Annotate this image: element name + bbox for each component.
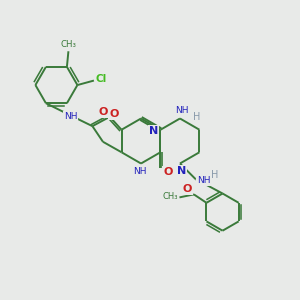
Text: NH: NH [64, 112, 77, 121]
Text: O: O [99, 107, 108, 117]
Text: NH: NH [133, 167, 146, 176]
Text: Cl: Cl [96, 74, 107, 84]
Text: N: N [177, 166, 186, 176]
Text: O: O [183, 184, 192, 194]
Text: H: H [193, 112, 200, 122]
Text: NH: NH [197, 176, 211, 185]
Text: O: O [163, 167, 173, 177]
Text: NH: NH [175, 106, 188, 115]
Text: CH₃: CH₃ [162, 192, 178, 201]
Text: N: N [149, 126, 158, 136]
Text: CH₃: CH₃ [60, 40, 76, 49]
Text: H: H [212, 169, 219, 180]
Text: O: O [109, 109, 119, 119]
